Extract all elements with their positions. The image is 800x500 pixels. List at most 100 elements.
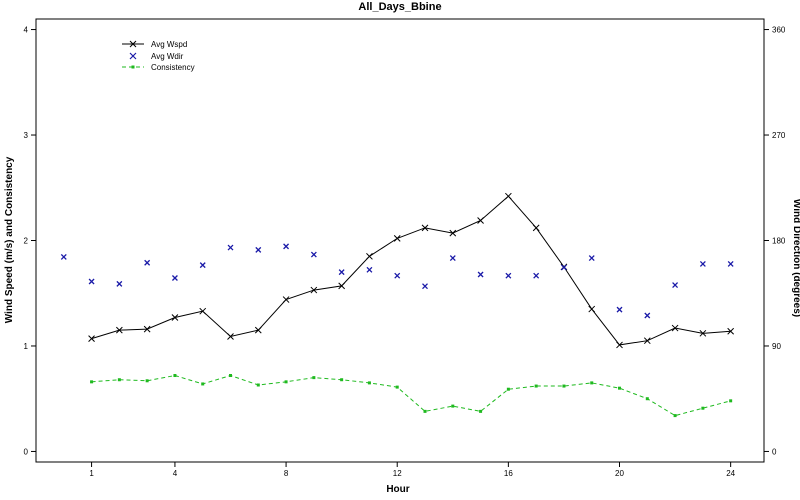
right-axis-ticks: 0 90 180 270 360 <box>764 26 786 456</box>
wdir-point <box>616 306 623 313</box>
wdir-point <box>199 262 206 269</box>
wspd-point <box>699 329 707 337</box>
consistency-point <box>90 380 94 384</box>
right-y-tick-label: 180 <box>772 237 786 246</box>
wdir-point <box>699 260 706 267</box>
legend-wspd-label: Avg Wspd <box>151 40 187 49</box>
wspd-point <box>671 324 679 332</box>
wdir-point <box>449 255 456 262</box>
wspd-point <box>449 229 457 237</box>
chart-title: All_Days_Bbine <box>358 1 441 13</box>
consistency-point <box>673 414 677 418</box>
legend-wdir-label: Avg Wdir <box>151 52 184 61</box>
left-y-tick-label: 0 <box>24 447 29 456</box>
left-y-tick-label: 2 <box>24 237 29 246</box>
wdir-point <box>60 253 67 260</box>
consistency-point <box>145 379 149 383</box>
legend-wspd-marker <box>129 40 137 48</box>
wspd-point <box>143 325 151 333</box>
consistency-point <box>229 374 233 378</box>
consistency-point <box>451 404 455 408</box>
wspd-point <box>310 286 318 294</box>
wdir-point <box>144 259 151 266</box>
wspd-point <box>282 296 290 303</box>
x-tick-label: 8 <box>284 469 289 478</box>
consistency-point <box>562 384 566 388</box>
consistency-point <box>645 397 649 401</box>
wspd-point <box>421 224 429 232</box>
wspd-point <box>338 282 346 290</box>
wdir-point <box>116 280 123 287</box>
consistency-line <box>91 374 731 417</box>
wspd-point <box>116 326 123 334</box>
wdir-point <box>310 251 317 258</box>
wdir-point <box>477 271 484 278</box>
legend-consistency-marker <box>131 65 135 69</box>
wdir-point <box>227 244 234 251</box>
wspd-point <box>88 335 95 342</box>
consistency-point <box>729 399 733 403</box>
wspd-point <box>532 224 540 232</box>
consistency-point <box>618 386 622 390</box>
consistency-point <box>590 381 594 385</box>
wspd-point <box>171 314 179 321</box>
wdir-point <box>366 266 373 273</box>
x-tick-label: 1 <box>89 469 94 478</box>
left-axis-title: Wind Speed (m/s) and Consistency <box>4 156 15 323</box>
consistency-point <box>367 381 371 385</box>
right-y-tick-label: 90 <box>772 342 781 351</box>
wdir-point <box>283 243 290 250</box>
series-consistency <box>90 374 733 418</box>
consistency-point <box>479 409 483 413</box>
wdir-point <box>727 260 734 267</box>
wspd-point <box>588 305 596 313</box>
legend-item-avg-wdir: Avg Wdir <box>129 52 184 61</box>
wspd-point <box>505 192 512 200</box>
consistency-point <box>395 385 399 389</box>
consistency-point <box>701 406 705 410</box>
legend-item-consistency: Consistency <box>122 63 195 72</box>
wspd-point <box>477 217 484 224</box>
x-tick-label: 24 <box>726 469 735 478</box>
consistency-point <box>201 382 205 386</box>
wdir-point <box>505 272 512 279</box>
wspd-point <box>616 341 623 349</box>
legend: Avg Wspd Avg Wdir Consistency <box>122 40 195 72</box>
wdir-point <box>533 272 540 279</box>
wspd-point <box>254 326 262 334</box>
consistency-point <box>506 387 510 391</box>
wdir-point <box>171 275 178 281</box>
wdir-point <box>255 246 262 253</box>
wdir-point <box>588 255 595 262</box>
consistency-point <box>423 409 427 413</box>
left-axis-ticks: 0 1 2 3 4 <box>24 26 36 456</box>
wspd-point <box>393 235 401 242</box>
x-tick-label: 20 <box>615 469 624 478</box>
wdir-point <box>338 269 345 276</box>
wdir-point <box>644 312 651 319</box>
left-y-tick-label: 1 <box>24 342 29 351</box>
wspd-point <box>727 327 735 335</box>
wspd-point <box>643 337 651 345</box>
wspd-point <box>199 307 207 315</box>
x-tick-label: 12 <box>393 469 402 478</box>
wdir-point <box>422 283 428 290</box>
right-y-tick-label: 270 <box>772 131 786 140</box>
legend-wdir-marker <box>129 52 137 60</box>
wspd-point <box>366 252 373 260</box>
legend-consistency-label: Consistency <box>151 63 195 72</box>
consistency-point <box>117 378 121 382</box>
legend-item-avg-wspd: Avg Wspd <box>122 40 187 49</box>
consistency-point <box>256 383 260 387</box>
wdir-point <box>88 278 95 285</box>
right-y-tick-label: 0 <box>772 447 777 456</box>
consistency-point <box>284 380 288 384</box>
wdir-point <box>394 272 401 279</box>
consistency-point <box>340 378 344 382</box>
x-axis-ticks: 1 4 8 12 16 20 24 <box>89 462 736 478</box>
x-tick-label: 16 <box>504 469 513 478</box>
series-wind-direction <box>60 243 734 319</box>
x-tick-label: 4 <box>173 469 178 478</box>
left-y-tick-label: 3 <box>24 131 29 140</box>
